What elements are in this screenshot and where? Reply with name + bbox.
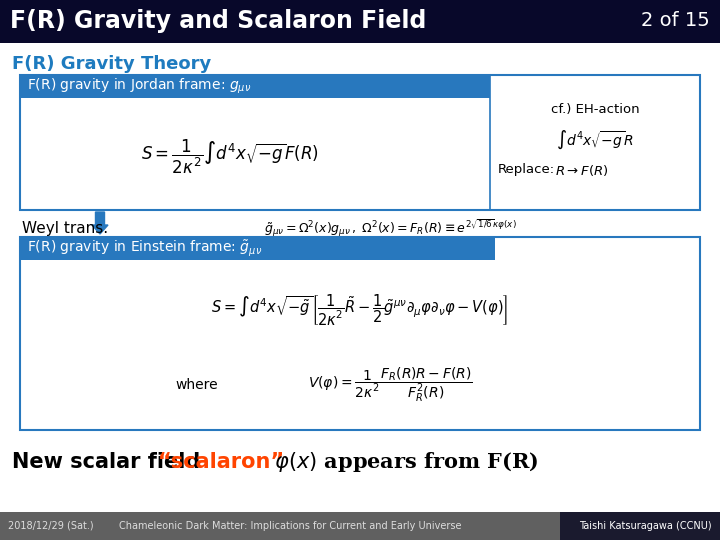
Text: $V(\varphi) = \dfrac{1}{2\kappa^2}\dfrac{F_R(R)R - F(R)}{F_R^2(R)}$: $V(\varphi) = \dfrac{1}{2\kappa^2}\dfrac… <box>307 366 472 404</box>
Bar <box>20 237 700 430</box>
Bar <box>0 512 560 540</box>
Bar <box>20 75 700 210</box>
Text: New scalar field: New scalar field <box>12 452 207 472</box>
Text: Replace:: Replace: <box>498 164 555 177</box>
Text: F(R) Gravity Theory: F(R) Gravity Theory <box>12 55 211 73</box>
Text: $\varphi(x)$ appears from F(R): $\varphi(x)$ appears from F(R) <box>267 450 539 474</box>
Text: $\int d^4x\sqrt{-g}R$: $\int d^4x\sqrt{-g}R$ <box>557 129 634 151</box>
Text: 2 of 15: 2 of 15 <box>642 11 710 30</box>
Text: F(R) Gravity and Scalaron Field: F(R) Gravity and Scalaron Field <box>10 9 426 33</box>
Text: Taishi Katsuragawa (CCNU): Taishi Katsuragawa (CCNU) <box>580 521 712 531</box>
Text: Weyl trans.: Weyl trans. <box>22 220 108 235</box>
Text: F(R) gravity in Jordan frame: $g_{\mu\nu}$: F(R) gravity in Jordan frame: $g_{\mu\nu… <box>27 76 251 96</box>
Text: $\tilde{g}_{\mu\nu} = \Omega^2(x)g_{\mu\nu}\,,\;\Omega^2(x) = F_R(R) \equiv e^{2: $\tilde{g}_{\mu\nu} = \Omega^2(x)g_{\mu\… <box>264 217 516 239</box>
FancyArrow shape <box>92 212 108 234</box>
Text: F(R) gravity in Einstein frame: $\tilde{g}_{\mu\nu}$: F(R) gravity in Einstein frame: $\tilde{… <box>27 238 262 258</box>
Text: Chameleonic Dark Matter: Implications for Current and Early Universe: Chameleonic Dark Matter: Implications fo… <box>119 521 462 531</box>
Text: “scalaron”: “scalaron” <box>158 452 285 472</box>
Text: cf.) EH-action: cf.) EH-action <box>551 104 639 117</box>
Text: $S = \dfrac{1}{2\kappa^2} \int d^4x\sqrt{-g}F(R)$: $S = \dfrac{1}{2\kappa^2} \int d^4x\sqrt… <box>141 138 319 176</box>
Bar <box>20 75 490 98</box>
Text: 2018/12/29 (Sat.): 2018/12/29 (Sat.) <box>8 521 94 531</box>
Text: where: where <box>175 378 217 392</box>
Text: $S = \int d^4x\sqrt{-\tilde{g}}\left[\dfrac{1}{2\kappa^2}\tilde{R} - \dfrac{1}{2: $S = \int d^4x\sqrt{-\tilde{g}}\left[\df… <box>211 292 509 328</box>
Bar <box>560 512 720 540</box>
Bar <box>20 237 495 260</box>
Bar <box>0 0 720 43</box>
Text: $R \rightarrow F(R)$: $R \rightarrow F(R)$ <box>555 163 608 178</box>
